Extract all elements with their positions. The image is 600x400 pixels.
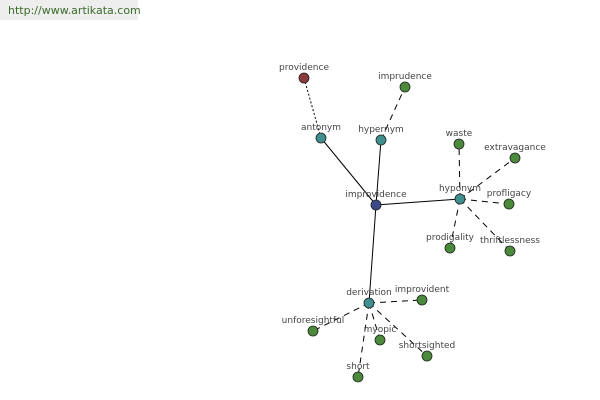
edge-hypernym-imprudence bbox=[380, 86, 406, 141]
node-label-prodigality: prodigality bbox=[426, 233, 475, 243]
node-waste[interactable] bbox=[453, 138, 465, 150]
node-profligacy[interactable] bbox=[503, 198, 515, 210]
node-label-short: short bbox=[346, 362, 370, 372]
node-short[interactable] bbox=[352, 371, 364, 383]
node-label-unforesightful: unforesightful bbox=[282, 316, 345, 326]
node-label-imprudence: imprudence bbox=[378, 72, 432, 82]
node-imprudence[interactable] bbox=[399, 81, 411, 93]
edge-hyponym-extravagance bbox=[459, 157, 516, 200]
node-thriftlessness[interactable] bbox=[504, 245, 516, 257]
edge-improvidence-derivation bbox=[368, 204, 377, 304]
node-label-hypernym: hypernym bbox=[358, 125, 404, 135]
edge-hyponym-thriftlessness bbox=[459, 198, 511, 252]
node-unforesightful[interactable] bbox=[307, 325, 319, 337]
node-label-shortsighted: shortsighted bbox=[399, 341, 456, 351]
node-extravagance[interactable] bbox=[509, 152, 521, 164]
node-hypernym[interactable] bbox=[375, 134, 387, 146]
node-myopic[interactable] bbox=[374, 334, 386, 346]
node-label-profligacy: profligacy bbox=[487, 189, 532, 199]
edge-hyponym-prodigality bbox=[449, 198, 461, 249]
node-providence[interactable] bbox=[298, 72, 310, 84]
node-label-providence: providence bbox=[279, 63, 329, 73]
node-label-hyponym: hyponym bbox=[439, 184, 481, 194]
node-label-improvident: improvident bbox=[395, 285, 450, 295]
node-antonym[interactable] bbox=[315, 132, 327, 144]
node-label-antonym: antonym bbox=[301, 123, 341, 133]
node-label-derivation: derivation bbox=[346, 288, 392, 298]
edge-derivation-shortsighted bbox=[368, 302, 428, 357]
node-derivation[interactable] bbox=[363, 297, 375, 309]
node-prodigality[interactable] bbox=[444, 242, 456, 254]
node-shortsighted[interactable] bbox=[421, 350, 433, 362]
edge-derivation-improvident bbox=[368, 299, 423, 304]
node-label-myopic: myopic bbox=[364, 325, 397, 335]
watermark-url[interactable]: http://www.artikata.com bbox=[0, 0, 141, 20]
node-label-waste: waste bbox=[446, 129, 473, 139]
node-label-thriftlessness: thriftlessness bbox=[480, 236, 540, 246]
node-hyponym[interactable] bbox=[454, 193, 466, 205]
edge-improvidence-hypernym bbox=[375, 139, 382, 206]
edge-improvidence-hyponym bbox=[375, 198, 461, 206]
edge-hyponym-profligacy bbox=[459, 198, 510, 205]
node-label-extravagance: extravagance bbox=[484, 143, 546, 153]
edge-hyponym-waste bbox=[458, 143, 461, 200]
edge-derivation-short bbox=[357, 302, 370, 378]
edge-improvidence-antonym bbox=[320, 137, 377, 206]
node-improvidence[interactable] bbox=[370, 199, 382, 211]
node-label-improvidence: improvidence bbox=[345, 190, 407, 200]
node-improvident[interactable] bbox=[416, 294, 428, 306]
